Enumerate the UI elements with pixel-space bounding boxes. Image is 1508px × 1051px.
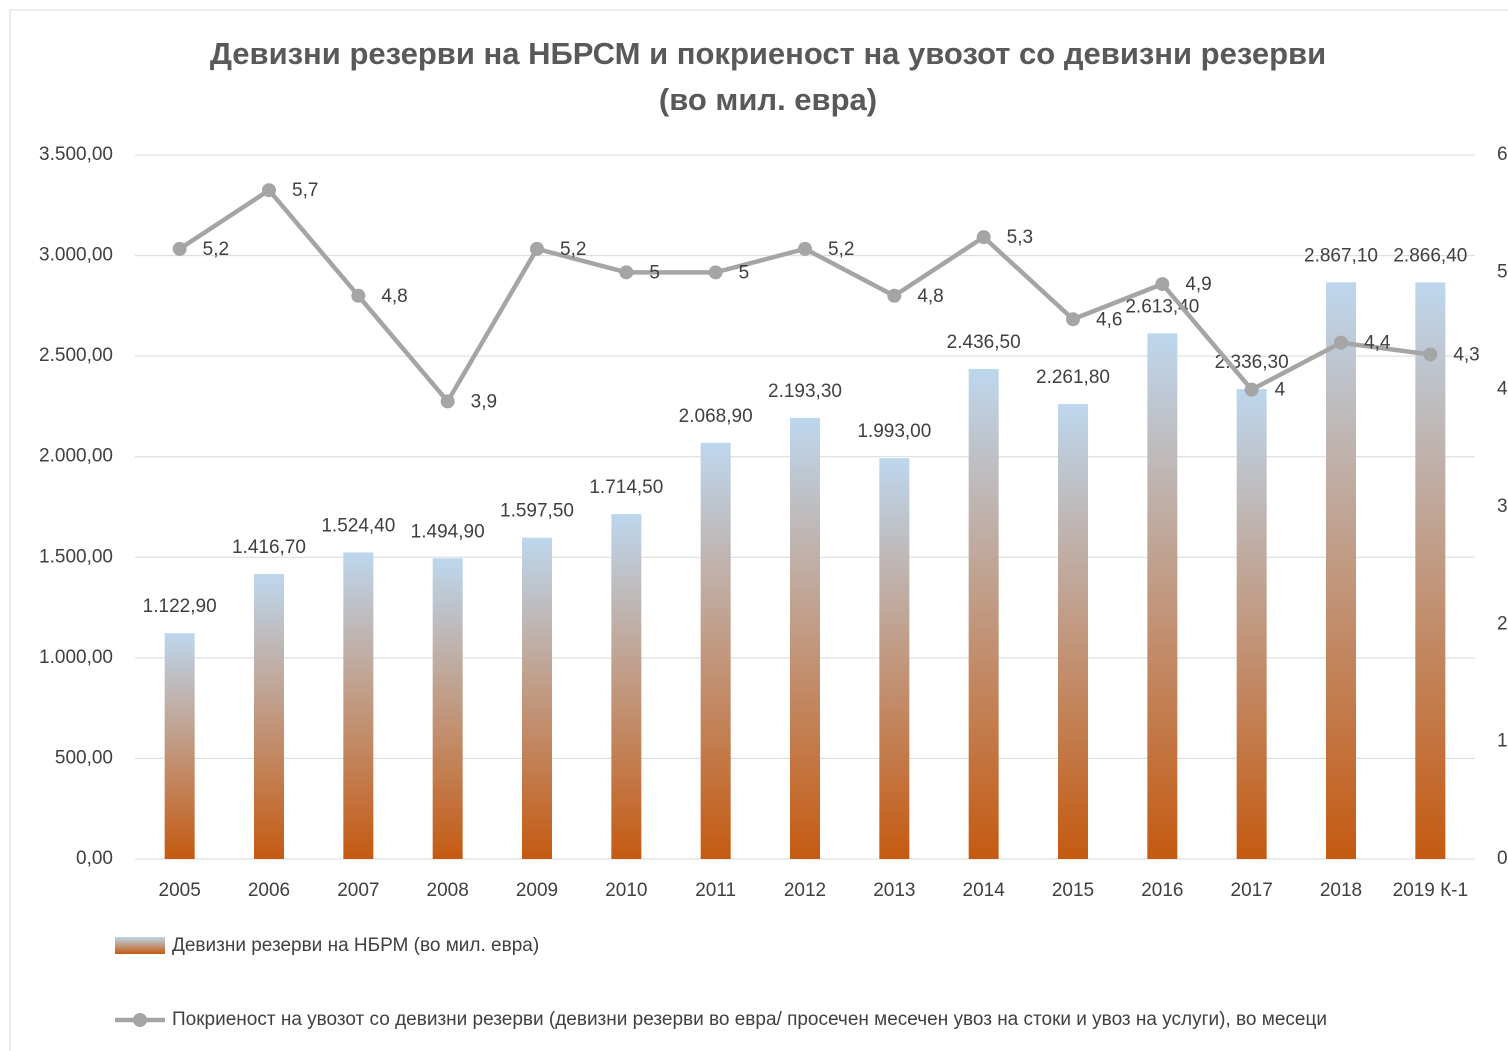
bar-value-label: 2.436,50 (947, 332, 1021, 353)
x-tick-label: 2015 (1052, 880, 1094, 901)
y2-tick-label: 3 (1497, 496, 1508, 517)
bar (879, 458, 910, 859)
line-marker (1155, 277, 1170, 292)
y-tick-label: 0,00 (76, 848, 113, 869)
y-tick-label: 1.500,00 (39, 546, 113, 567)
line-marker (530, 241, 544, 256)
bar (1147, 333, 1178, 859)
bar-value-label: 2.261,80 (1036, 367, 1110, 388)
bar (254, 574, 284, 859)
x-tick-label: 2018 (1320, 880, 1362, 901)
bar-value-label: 1.597,50 (500, 501, 574, 522)
x-tick-label: 2011 (695, 880, 736, 901)
line-value-label: 5,2 (203, 239, 229, 260)
y2-tick-label: 1 (1497, 731, 1508, 752)
bar (164, 633, 195, 859)
y-tick-label: 3.000,00 (39, 245, 113, 266)
x-tick-label: 2014 (963, 880, 1006, 901)
line-value-label: 4 (1275, 380, 1286, 401)
chart-title: Девизни резерви на НБРСМ и покриеност на… (210, 36, 1326, 71)
line-marker (1423, 347, 1438, 362)
line-value-label: 5 (649, 262, 660, 283)
line-value-label: 5 (739, 262, 750, 283)
bar (700, 442, 731, 859)
line-marker (172, 241, 187, 256)
bar-value-label: 1.416,70 (232, 537, 306, 558)
chart-subtitle: (во мил. евра) (659, 82, 877, 117)
line-marker (1066, 312, 1080, 327)
line-marker (1244, 382, 1259, 397)
bar (343, 552, 374, 859)
x-tick-label: 2008 (427, 880, 469, 901)
y2-tick-label: 4 (1497, 379, 1508, 400)
bar-value-label: 2.867,10 (1304, 245, 1378, 266)
line-value-label: 5,2 (828, 239, 854, 260)
bar (522, 537, 552, 859)
bar-value-label: 1.524,40 (321, 515, 395, 536)
line-value-label: 4,4 (1364, 333, 1391, 354)
line-value-label: 4,8 (381, 286, 407, 307)
legend-swatch-marker (133, 1013, 147, 1027)
x-tick-label: 2005 (159, 880, 201, 901)
bar-value-label: 1.993,00 (857, 421, 931, 442)
y-tick-label: 500,00 (55, 747, 113, 768)
x-tick-label: 2017 (1231, 880, 1273, 901)
line-marker (1334, 335, 1348, 350)
bar (1058, 404, 1088, 859)
bar (1326, 282, 1356, 859)
line-value-label: 4,8 (917, 286, 943, 307)
line-marker (798, 241, 812, 256)
line-marker (351, 288, 366, 303)
line-value-label: 5,2 (560, 239, 586, 260)
y2-tick-label: 6 (1497, 144, 1508, 165)
x-tick-label: 2009 (516, 880, 558, 901)
line-value-label: 5,3 (1007, 227, 1033, 248)
bar-value-label: 2.613,40 (1125, 296, 1199, 317)
bar (790, 417, 820, 859)
line-value-label: 5,7 (292, 180, 318, 201)
line-marker (619, 265, 634, 280)
x-tick-label: 2016 (1141, 880, 1183, 901)
bar (968, 368, 999, 859)
x-tick-label: 2013 (873, 880, 915, 901)
bar (1236, 389, 1267, 859)
legend-line-label: Покриеност на увозот со девизни резерви … (172, 1009, 1327, 1030)
bar-value-label: 1.714,50 (589, 477, 663, 498)
line-marker (262, 183, 276, 198)
legend-bar-label: Девизни резерви на НБРМ (во мил. евра) (172, 935, 539, 956)
y-tick-label: 3.500,00 (39, 144, 113, 165)
bar-value-label: 2.866,40 (1393, 245, 1467, 266)
y-tick-label: 2.500,00 (39, 345, 113, 366)
y-tick-label: 1.000,00 (39, 647, 113, 668)
chart-frame (9, 9, 1508, 1051)
bar (432, 558, 463, 859)
bar-value-label: 2.336,30 (1215, 352, 1289, 373)
x-tick-label: 2012 (784, 880, 826, 901)
legend-swatch-bar (115, 937, 165, 954)
bar (611, 514, 642, 859)
x-tick-label: 2007 (337, 880, 379, 901)
bar-value-label: 2.193,30 (768, 381, 842, 402)
line-value-label: 3,9 (471, 391, 497, 412)
line-marker (708, 265, 723, 280)
y-tick-label: 2.000,00 (39, 446, 113, 467)
bar (1415, 282, 1446, 860)
line-value-label: 4,9 (1185, 274, 1211, 295)
y2-tick-label: 0 (1497, 848, 1508, 869)
bar-value-label: 1.494,90 (411, 521, 485, 542)
x-tick-label: 2010 (605, 880, 647, 901)
bar-value-label: 1.122,90 (143, 596, 217, 617)
y2-tick-label: 5 (1497, 261, 1508, 282)
line-value-label: 4,6 (1096, 309, 1122, 330)
x-tick-label: 2006 (248, 880, 290, 901)
x-tick-label: 2019 К-1 (1393, 880, 1469, 901)
line-marker (976, 230, 991, 245)
y2-tick-label: 2 (1497, 613, 1508, 634)
bar-value-label: 2.068,90 (679, 406, 753, 427)
line-marker (887, 288, 902, 303)
line-marker (440, 394, 455, 409)
line-value-label: 4,3 (1453, 344, 1479, 365)
